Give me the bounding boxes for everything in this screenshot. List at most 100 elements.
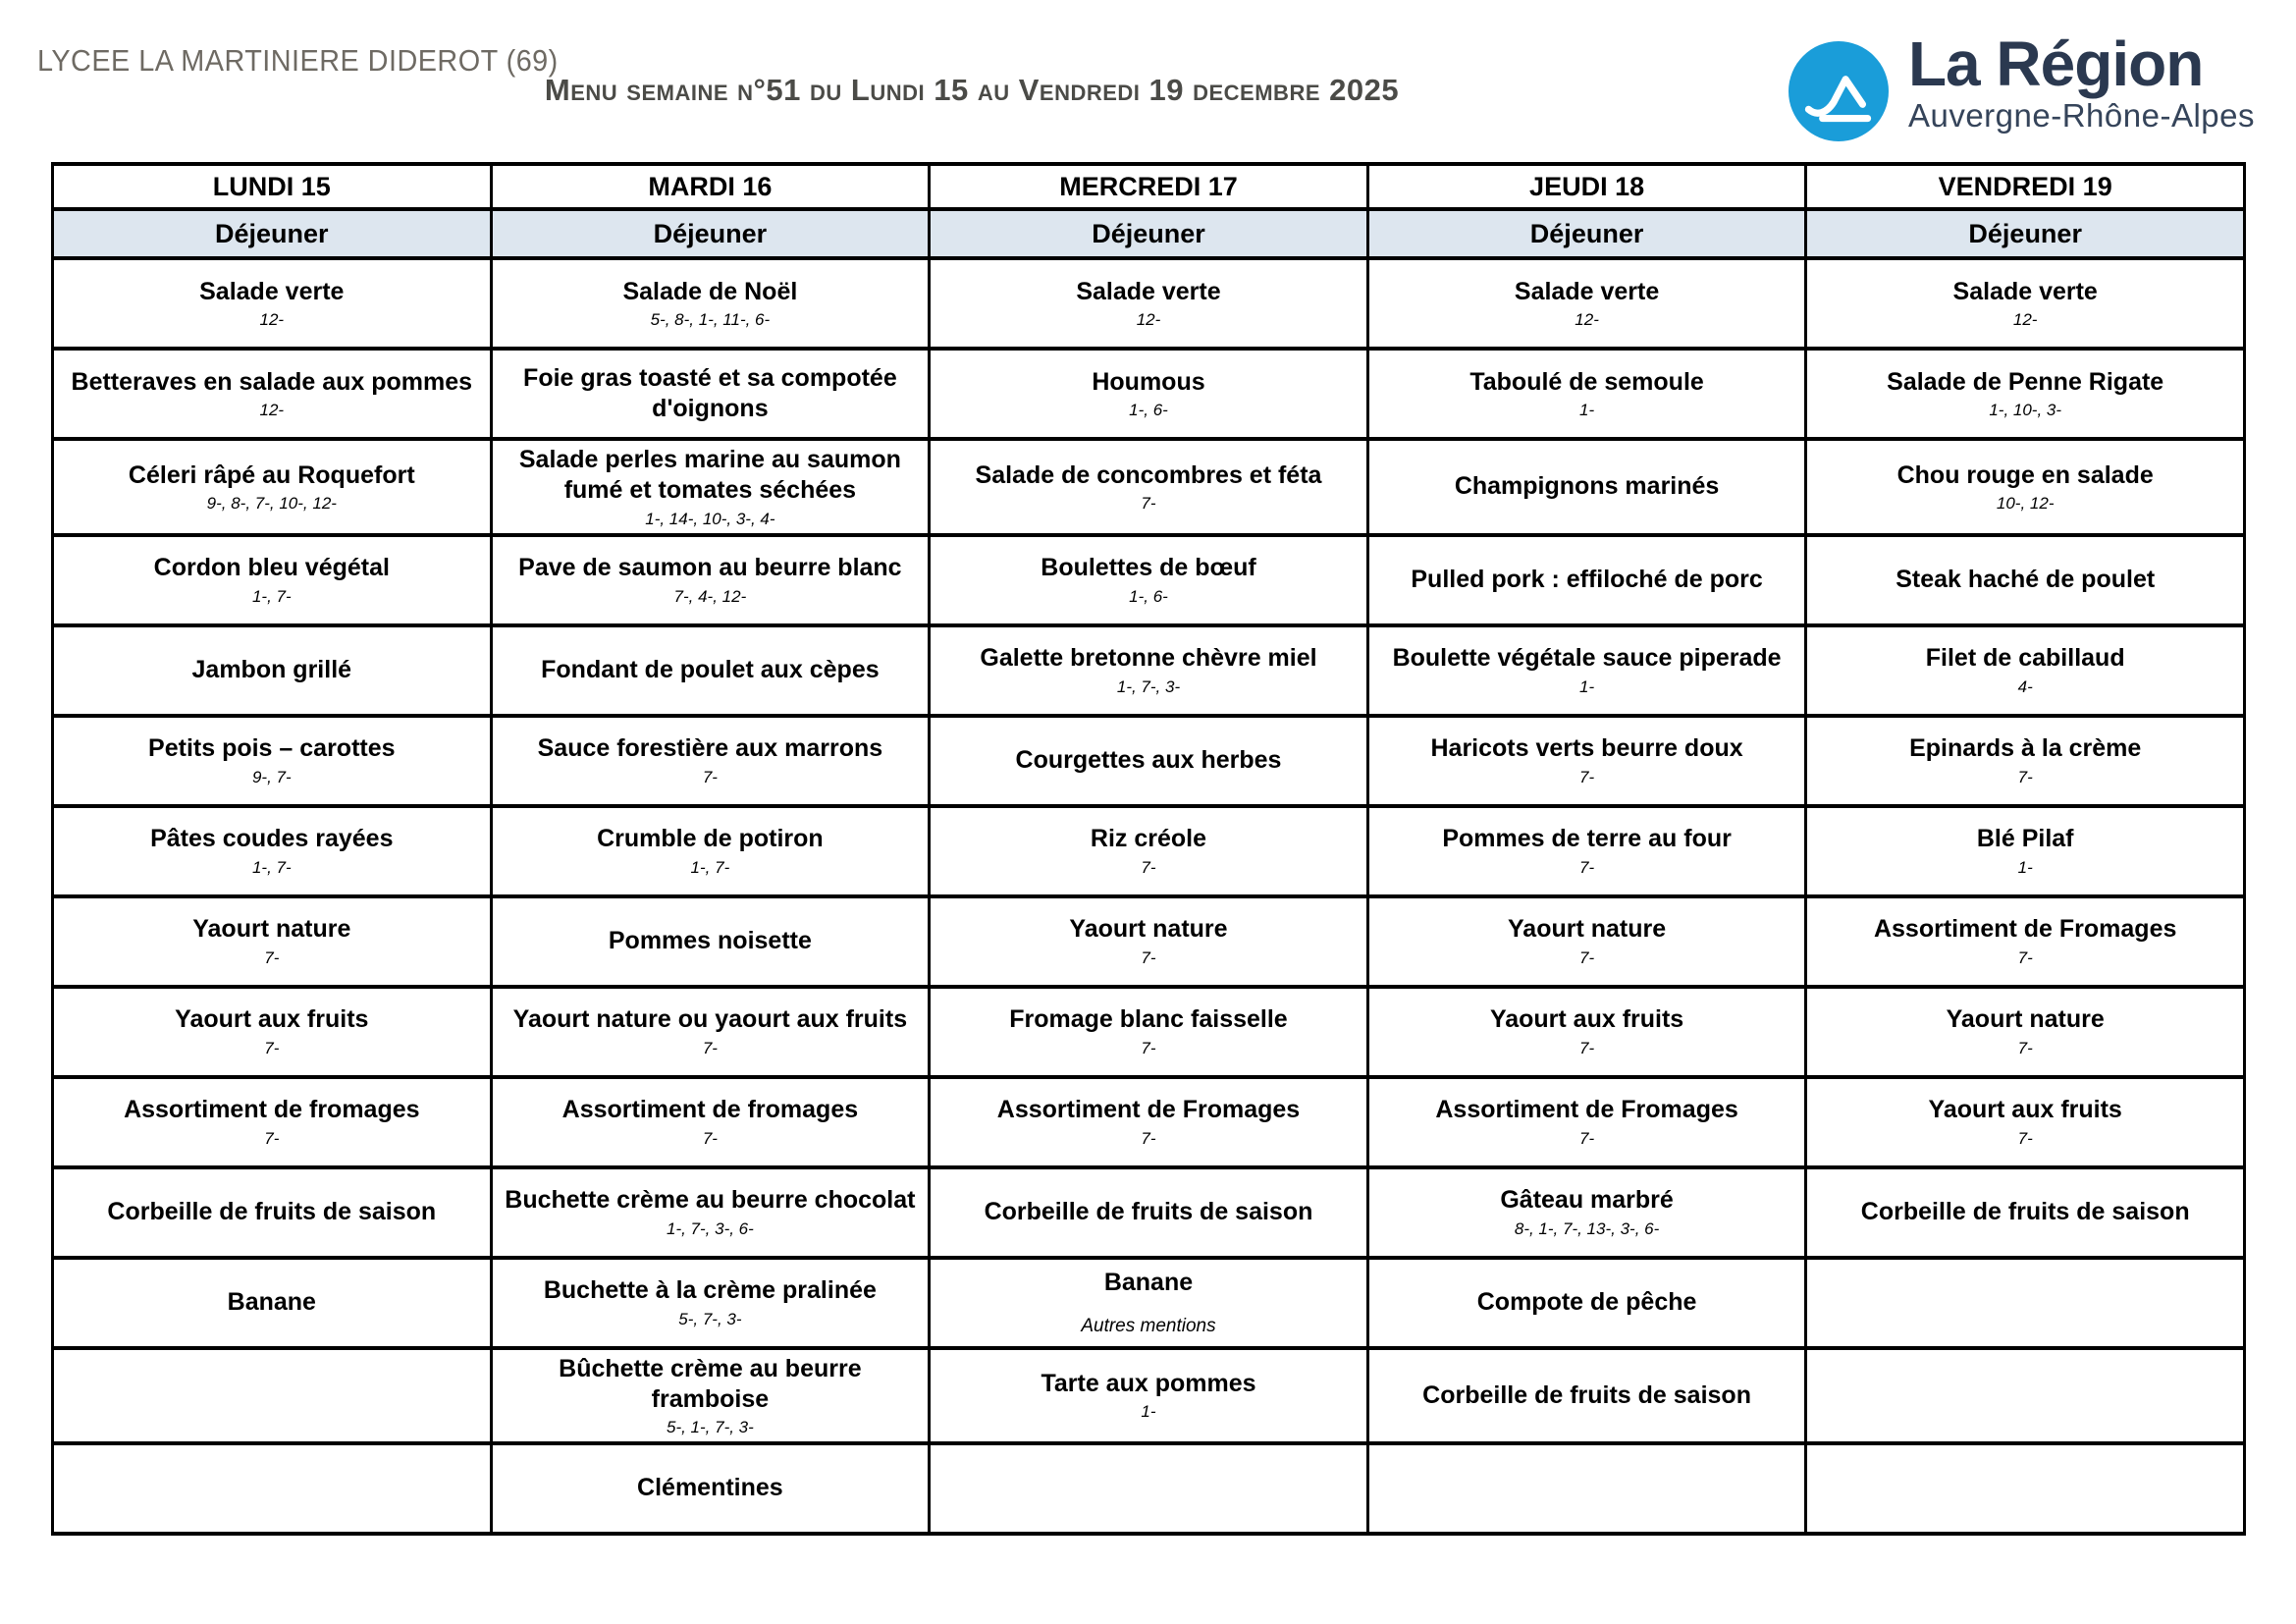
dish-name: Blé Pilaf bbox=[1976, 825, 2074, 853]
dish-name: Yaourt aux fruits bbox=[1928, 1096, 2122, 1124]
allergen-codes: 7- bbox=[264, 947, 280, 967]
dish-name: Corbeille de fruits de saison bbox=[1860, 1197, 2190, 1225]
dish-name: Pommes noisette bbox=[608, 926, 812, 954]
allergen-codes: 7- bbox=[1579, 1038, 1595, 1057]
dish-name: Assortiment de fromages bbox=[124, 1096, 420, 1124]
day-header: MERCREDI 17 bbox=[928, 162, 1369, 211]
allergen-codes: 12- bbox=[259, 401, 285, 420]
allergen-codes: 1- bbox=[1579, 677, 1595, 696]
menu-cell: Crumble de potiron 1-, 7- bbox=[489, 803, 932, 898]
allergen-codes: 12- bbox=[259, 310, 285, 330]
table-row: Petits pois – carottes 9-, 7- Sauce forest… bbox=[51, 713, 2246, 808]
menu-cell: Courgettes aux herbes bbox=[928, 713, 1369, 808]
dish-name: Courgettes aux herbes bbox=[1015, 745, 1282, 774]
menu-cell: Pulled pork : effiloché de porc bbox=[1365, 532, 1808, 627]
dish-name: Petits pois – carottes bbox=[148, 734, 396, 763]
menu-cell: Yaourt nature ou yaourt aux fruits 7- bbox=[489, 984, 932, 1079]
menu-cell bbox=[1804, 1441, 2246, 1536]
meal-label: Déjeuner bbox=[489, 207, 932, 260]
allergen-codes: 8-, 1-, 7-, 13-, 3-, 6- bbox=[1514, 1218, 1660, 1238]
menu-cell: Pâtes coudes rayées 1-, 7- bbox=[51, 803, 493, 898]
dish-name: Corbeille de fruits de saison bbox=[984, 1197, 1313, 1225]
dish-name: Boulettes de bœuf bbox=[1041, 554, 1256, 582]
menu-cell: Buchette crème au beurre chocolat 1-, 7-,… bbox=[489, 1164, 932, 1260]
day-header: VENDREDI 19 bbox=[1804, 162, 2246, 211]
menu-cell: Salade de concombres et féta 7- bbox=[928, 437, 1369, 537]
cell-note: Autres mentions bbox=[1081, 1316, 1216, 1337]
menu-cell: Galette bretonne chèvre miel 1-, 7-, 3- bbox=[928, 623, 1369, 718]
menu-cell: Corbeille de fruits de saison bbox=[51, 1164, 493, 1260]
allergen-codes: 7- bbox=[2017, 767, 2033, 786]
menu-cell: Boulette végétale sauce piperade 1- bbox=[1365, 623, 1808, 718]
table-row: Salade verte 12- Salade de Noël 5-, 8-, 1-,… bbox=[51, 256, 2246, 351]
dish-name: Buchette crème au beurre chocolat bbox=[505, 1186, 916, 1215]
dish-name: Yaourt nature ou yaourt aux fruits bbox=[512, 1005, 908, 1034]
menu-cell: Banane bbox=[51, 1255, 493, 1350]
mountain-icon bbox=[1788, 41, 1889, 141]
menu-cell: Pommes noisette bbox=[489, 893, 932, 989]
menu-cell: Blé Pilaf 1- bbox=[1804, 803, 2246, 898]
dish-name: Pave de saumon au beurre blanc bbox=[518, 554, 902, 582]
allergen-codes: 7- bbox=[1579, 947, 1595, 967]
menu-cell: Fondant de poulet aux cèpes bbox=[489, 623, 932, 718]
table-row: Banane Buchette à la crème pralinée 5-, 7-… bbox=[51, 1255, 2246, 1350]
dish-name: Betteraves en salade aux pommes bbox=[71, 367, 473, 396]
menu-cell bbox=[928, 1441, 1369, 1536]
menu-cell: Yaourt nature 7- bbox=[1365, 893, 1808, 989]
menu-cell: Corbeille de fruits de saison bbox=[1365, 1345, 1808, 1445]
dish-name: Epinards à la crème bbox=[1909, 734, 2142, 763]
allergen-codes: 5-, 1-, 7-, 3- bbox=[666, 1418, 754, 1436]
allergen-codes: 7- bbox=[2017, 1038, 2033, 1057]
allergen-codes: 7- bbox=[1141, 1038, 1156, 1057]
allergen-codes: 1-, 7-, 3- bbox=[1116, 677, 1181, 696]
menu-cell: Banane Autres mentions bbox=[928, 1255, 1369, 1350]
table-row: Bûchette crème au beurre framboise 5-, 1-… bbox=[51, 1345, 2246, 1445]
table-row: Clémentines bbox=[51, 1441, 2246, 1536]
dish-name: Salade de Noël bbox=[622, 277, 798, 305]
allergen-codes: 5-, 7-, 3- bbox=[678, 1309, 742, 1328]
menu-cell: Salade perles marine au saumon fumé et t… bbox=[489, 437, 932, 537]
allergen-codes: 1-, 6- bbox=[1129, 586, 1168, 606]
allergen-codes: 7- bbox=[1141, 857, 1156, 877]
allergen-codes: 1-, 7-, 3-, 6- bbox=[666, 1218, 754, 1238]
dish-name: Compote de pêche bbox=[1476, 1287, 1697, 1316]
logo-region-subtitle: Auvergne-Rhône-Alpes bbox=[1907, 97, 2255, 135]
menu-cell: Assortiment de Fromages 7- bbox=[1365, 1074, 1808, 1169]
menu-cell bbox=[1804, 1255, 2246, 1350]
meal-label: Déjeuner bbox=[51, 207, 493, 260]
menu-cell: Compote de pêche bbox=[1365, 1255, 1808, 1350]
menu-cell: Sauce forestière aux marrons 7- bbox=[489, 713, 932, 808]
dish-name: Steak haché de poulet bbox=[1896, 565, 2156, 593]
day-header: LUNDI 15 bbox=[51, 162, 493, 211]
dish-name: Galette bretonne chèvre miel bbox=[980, 644, 1317, 673]
menu-cell: Yaourt nature 7- bbox=[928, 893, 1369, 989]
dish-name: Salade verte bbox=[1076, 277, 1221, 305]
day-header: JEUDI 18 bbox=[1365, 162, 1808, 211]
allergen-codes: 1-, 6- bbox=[1129, 401, 1168, 420]
page-title: Menu semaine n°51 du Lundi 15 au Vendred… bbox=[544, 73, 1400, 107]
dish-name: Yaourt aux fruits bbox=[1489, 1005, 1684, 1034]
allergen-codes: 1- bbox=[1141, 1402, 1156, 1422]
menu-cell: Céleri râpé au Roquefort 9-, 8-, 7-, 10-,… bbox=[51, 437, 493, 537]
menu-cell: Corbeille de fruits de saison bbox=[928, 1164, 1369, 1260]
dish-name: Clémentines bbox=[637, 1474, 783, 1502]
table-row: Yaourt nature 7- Pommes noisette Yaourt nat… bbox=[51, 893, 2246, 989]
dish-name: Assortiment de Fromages bbox=[996, 1096, 1301, 1124]
logo-region-name: La Région bbox=[1907, 28, 2204, 99]
dish-name: Crumble de potiron bbox=[597, 825, 824, 853]
menu-cell: Clémentines bbox=[489, 1441, 932, 1536]
meal-label: Déjeuner bbox=[1804, 207, 2246, 260]
menu-cell: Salade verte 12- bbox=[928, 256, 1369, 351]
meal-row: Déjeuner Déjeuner Déjeuner Déjeuner Déjeuner bbox=[51, 207, 2246, 260]
dish-name: Yaourt nature bbox=[1946, 1005, 2105, 1034]
dish-name: Yaourt nature bbox=[1069, 915, 1228, 944]
dish-name: Salade verte bbox=[1514, 277, 1660, 305]
menu-cell: Yaourt aux fruits 7- bbox=[1804, 1074, 2246, 1169]
allergen-codes: 7- bbox=[1141, 1128, 1156, 1148]
table-row: Cordon bleu végétal 1-, 7- Pave de saumon … bbox=[51, 532, 2246, 627]
menu-cell: Salade verte 12- bbox=[51, 256, 493, 351]
allergen-codes: 7- bbox=[264, 1128, 280, 1148]
menu-cell: Boulettes de bœuf 1-, 6- bbox=[928, 532, 1369, 627]
dish-name: Tarte aux pommes bbox=[1041, 1370, 1256, 1398]
menu-cell: Salade verte 12- bbox=[1804, 256, 2246, 351]
